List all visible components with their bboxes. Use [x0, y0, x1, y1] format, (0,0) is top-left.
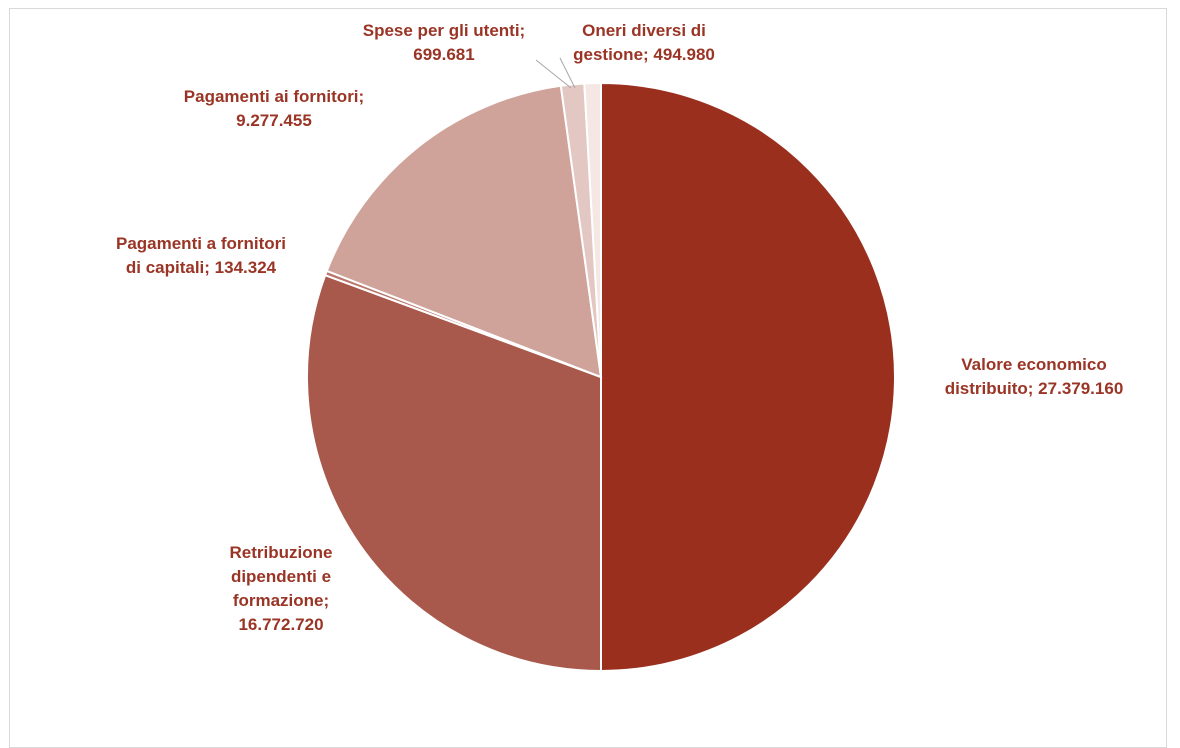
leader-line-oneri-diversi-di-gestione — [559, 57, 576, 89]
slice-label-pagamenti-a-fornitori-di-capitali: Pagamenti a fornitori di capitali; 134.32… — [116, 234, 286, 277]
slice-label-pagamenti-ai-fornitori: Pagamenti ai fornitori; 9.277.455 — [184, 87, 364, 130]
pie-slice-oneri-diversi-di-gestione — [583, 81, 602, 378]
slice-label-oneri-diversi-di-gestione: Oneri diversi di gestione; 494.980 — [573, 21, 715, 64]
slice-label-spese-per-gli-utenti: Spese per gli utenti; 699.681 — [363, 21, 525, 64]
pie-slice-valore-economico-distribuito — [600, 81, 896, 673]
leader-line-spese-per-gli-utenti — [535, 59, 572, 89]
pie-chart: Valore economico distribuito; 27.379.160 R… — [116, 21, 1124, 673]
pie-slice-pagamenti-ai-fornitori — [325, 84, 603, 379]
slice-label-valore-economico-distribuito: Valore economico distribuito; 27.379.160 — [945, 355, 1124, 398]
pie-slice-retribuzione-dipendenti-e-formazione — [306, 273, 602, 673]
slice-label-retribuzione-dipendenti-e-formazione: Retribuzione dipendenti e formazione; 16.77… — [230, 543, 333, 634]
